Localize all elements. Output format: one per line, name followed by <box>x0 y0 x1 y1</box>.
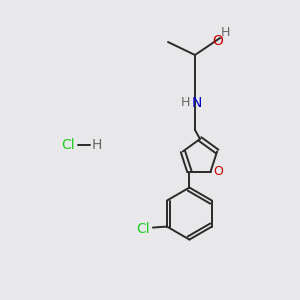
Text: H: H <box>220 26 230 40</box>
Text: Cl: Cl <box>136 222 150 236</box>
Text: O: O <box>213 34 224 48</box>
Text: O: O <box>214 165 224 178</box>
Text: Cl: Cl <box>61 138 75 152</box>
Text: N: N <box>192 96 202 110</box>
Text: H: H <box>92 138 102 152</box>
Text: H: H <box>180 95 190 109</box>
